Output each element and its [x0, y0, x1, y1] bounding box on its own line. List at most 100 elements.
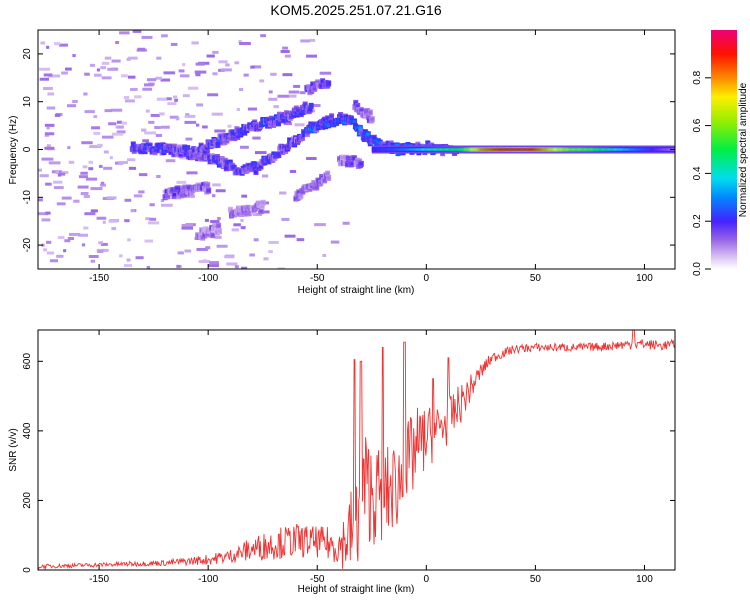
trace-blob	[235, 135, 240, 139]
carrier-core	[606, 148, 609, 151]
carrier-core	[486, 148, 489, 151]
noise-speckle	[181, 224, 193, 228]
carrier-core	[640, 148, 643, 151]
noise-speckle	[118, 161, 128, 165]
carrier-core	[430, 148, 433, 151]
noise-speckle	[293, 84, 301, 88]
trace-blob	[301, 110, 305, 114]
noise-speckle	[145, 109, 150, 113]
carrier-core	[414, 148, 417, 151]
trace-blob	[258, 165, 263, 169]
carrier-core	[522, 148, 525, 151]
trace-blob	[378, 141, 382, 145]
carrier-core	[447, 148, 450, 151]
noise-speckle	[109, 156, 113, 160]
noise-speckle	[142, 139, 149, 143]
noise-speckle	[238, 40, 242, 44]
noise-speckle	[134, 95, 142, 99]
noise-speckle	[161, 34, 168, 38]
carrier-core	[599, 148, 602, 151]
carrier-core	[501, 148, 504, 151]
trace-blob	[216, 139, 221, 143]
noise-speckle	[61, 171, 69, 175]
carrier-core	[382, 148, 385, 151]
noise-speckle	[144, 239, 154, 243]
noise-speckle	[84, 212, 96, 216]
trace-blob	[268, 154, 273, 158]
noise-speckle	[212, 50, 219, 54]
carrier-core	[404, 148, 407, 151]
trace-blob	[185, 146, 190, 150]
carrier-core	[548, 148, 551, 151]
trace-blob	[197, 152, 201, 156]
noise-speckle	[195, 73, 201, 77]
carrier-core	[550, 148, 553, 151]
carrier-core	[378, 148, 381, 151]
carrier-core	[567, 148, 570, 151]
snr-y-axis-label: SNR (v/v)	[8, 428, 19, 471]
carrier-core	[516, 148, 519, 151]
carrier-core	[484, 148, 487, 151]
noise-speckle	[198, 260, 211, 264]
noise-speckle	[96, 68, 101, 72]
trace-blob	[233, 131, 238, 135]
trace-blob	[158, 146, 163, 150]
noise-speckle	[250, 65, 255, 69]
trace-blob	[139, 149, 143, 153]
carrier-core	[580, 148, 583, 151]
trace-blob	[266, 159, 271, 163]
noise-speckle	[184, 114, 196, 118]
carrier-core	[393, 148, 396, 151]
trace-blob	[347, 120, 351, 124]
trace-blob	[366, 132, 370, 136]
noise-speckle	[289, 170, 297, 174]
noise-speckle	[43, 73, 53, 77]
trace-blob	[370, 117, 374, 121]
carrier-core	[535, 148, 538, 151]
trace-blob	[230, 131, 235, 135]
noise-speckle	[294, 123, 305, 127]
carrier-core	[619, 148, 622, 151]
noise-speckle	[61, 196, 72, 200]
carrier-core	[529, 148, 532, 151]
trace-blob	[259, 209, 263, 213]
noise-speckle	[179, 74, 190, 78]
noise-speckle	[187, 86, 199, 90]
carrier-core	[475, 148, 478, 151]
trace-blob	[154, 147, 158, 151]
noise-speckle	[85, 177, 98, 181]
carrier-core	[527, 148, 530, 151]
carrier-core	[576, 148, 579, 151]
carrier-core	[509, 148, 512, 151]
carrier-core	[661, 148, 664, 151]
carrier-core	[474, 148, 477, 151]
trace-blob	[365, 109, 369, 113]
carrier-core	[598, 148, 601, 151]
noise-speckle	[227, 124, 232, 128]
carrier-core	[497, 148, 500, 151]
noise-speckle	[116, 130, 126, 134]
spectrogram-x-tick-label: 50	[530, 273, 542, 284]
trace-blob	[340, 156, 345, 160]
noise-speckle	[69, 232, 81, 236]
carrier-core	[540, 148, 543, 151]
noise-speckle	[54, 42, 61, 46]
noise-speckle	[137, 47, 146, 51]
carrier-core	[492, 148, 495, 151]
carrier-core	[504, 148, 507, 151]
noise-speckle	[268, 90, 273, 94]
trace-blob	[276, 153, 281, 157]
carrier-core	[586, 148, 589, 151]
noise-speckle	[44, 132, 55, 136]
carrier-core	[451, 148, 454, 151]
noise-speckle	[156, 97, 167, 101]
noise-speckle	[46, 106, 56, 110]
spectrogram-x-tick-label: 100	[636, 273, 653, 284]
trace-blob	[353, 101, 358, 105]
carrier-core	[596, 148, 599, 151]
trace-blob	[425, 141, 430, 145]
trace-blob	[309, 104, 313, 108]
carrier-core	[401, 148, 404, 151]
carrier-core	[594, 148, 597, 151]
noise-speckle	[103, 166, 113, 170]
